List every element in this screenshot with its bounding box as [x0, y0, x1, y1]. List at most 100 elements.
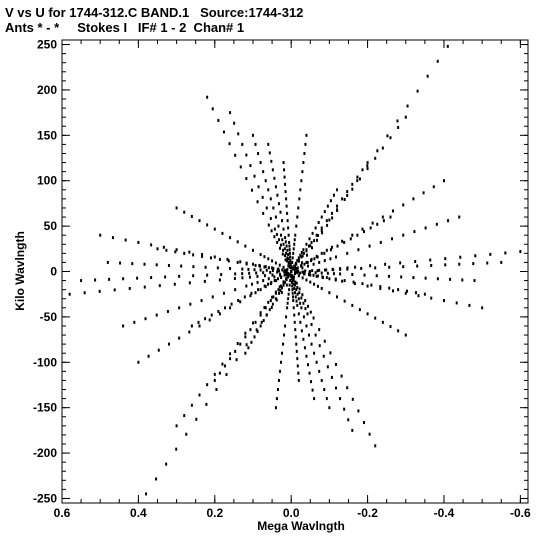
uv-point	[249, 294, 252, 298]
uv-point	[416, 89, 419, 93]
uv-point	[295, 299, 298, 303]
uv-point	[402, 233, 405, 237]
uv-point	[222, 130, 225, 134]
uv-point	[265, 313, 268, 317]
uv-point	[458, 215, 461, 219]
x-tick-label: 0.4	[130, 506, 147, 520]
uv-point	[279, 243, 282, 247]
y-axis-title: Kilo Wavlngth	[13, 231, 27, 311]
uv-point	[422, 191, 425, 195]
uv-point	[376, 222, 379, 226]
uv-point	[119, 261, 122, 265]
uv-point	[273, 279, 276, 283]
uv-point	[108, 277, 111, 281]
uv-point	[296, 259, 299, 263]
uv-point	[397, 125, 400, 129]
uv-point	[316, 269, 319, 273]
uv-point	[404, 115, 407, 119]
uv-point	[288, 272, 291, 276]
uv-point	[185, 432, 188, 436]
uv-point	[331, 216, 334, 220]
uv-point	[294, 283, 296, 287]
uv-point	[363, 421, 366, 425]
uv-point	[190, 214, 193, 218]
uv-point	[136, 276, 139, 280]
uv-point	[279, 289, 282, 293]
uv-point	[215, 387, 218, 391]
uv-point	[310, 322, 313, 326]
uv-point	[320, 378, 323, 382]
uv-point	[175, 447, 178, 451]
uv-point	[257, 288, 260, 292]
uv-point	[263, 306, 266, 310]
uv-point	[296, 285, 299, 289]
uv-point	[279, 210, 282, 214]
uv-point	[280, 291, 283, 295]
uv-point	[270, 229, 273, 233]
x-axis-title: Mega Wavlngth	[257, 519, 345, 533]
uv-point	[323, 251, 326, 255]
uv-point	[122, 277, 125, 281]
uv-point	[430, 296, 433, 300]
uv-point	[295, 281, 298, 285]
uv-point	[298, 291, 301, 295]
uv-point	[302, 251, 305, 255]
uv-point	[302, 270, 305, 274]
uv-point	[302, 248, 305, 252]
uv-point	[468, 303, 471, 307]
uv-point	[239, 165, 242, 169]
uv-point	[351, 273, 354, 277]
uv-point	[253, 174, 256, 178]
uv-point	[259, 161, 262, 165]
uv-point	[356, 179, 359, 183]
uv-point	[259, 313, 262, 317]
uv-point	[166, 309, 169, 313]
uv-point	[328, 406, 331, 410]
uv-point	[374, 316, 377, 320]
uv-point	[99, 233, 102, 237]
uv-point	[305, 242, 308, 246]
uv-point	[234, 153, 237, 157]
uv-point	[311, 388, 314, 392]
uv-point	[336, 295, 339, 299]
uv-point	[241, 272, 244, 276]
uv-point	[254, 263, 257, 267]
uv-point	[314, 226, 317, 230]
uv-point	[295, 349, 298, 353]
uv-point	[294, 261, 297, 265]
uv-point	[162, 245, 165, 249]
uv-point	[320, 271, 323, 275]
uv-point	[271, 269, 274, 273]
uv-point	[368, 432, 371, 436]
uv-point	[278, 246, 281, 250]
data-points	[68, 44, 522, 496]
uv-point	[473, 279, 476, 283]
uv-point	[301, 293, 304, 297]
uv-point	[282, 265, 285, 269]
uv-point	[298, 287, 301, 291]
uv-point	[292, 266, 295, 270]
uv-point	[276, 193, 279, 197]
uv-point	[167, 342, 170, 346]
uv-point	[206, 383, 209, 387]
uv-point	[412, 197, 415, 201]
uv-point	[293, 313, 296, 317]
uv-point	[447, 219, 450, 223]
uv-point	[303, 262, 306, 266]
uv-point	[309, 273, 312, 277]
uv-point	[305, 324, 308, 328]
uv-point	[288, 244, 291, 248]
uv-point	[303, 346, 306, 350]
uv-point	[325, 397, 328, 401]
uv-point	[369, 226, 372, 230]
uv-point	[306, 304, 309, 308]
uv-point	[500, 260, 503, 264]
uv-point	[192, 253, 195, 257]
uv-point	[320, 251, 323, 255]
uv-point	[189, 302, 192, 306]
uv-point	[341, 239, 344, 243]
uv-point	[229, 111, 232, 115]
uv-point	[330, 245, 333, 249]
uv-point	[235, 358, 238, 362]
uv-point	[282, 280, 285, 284]
